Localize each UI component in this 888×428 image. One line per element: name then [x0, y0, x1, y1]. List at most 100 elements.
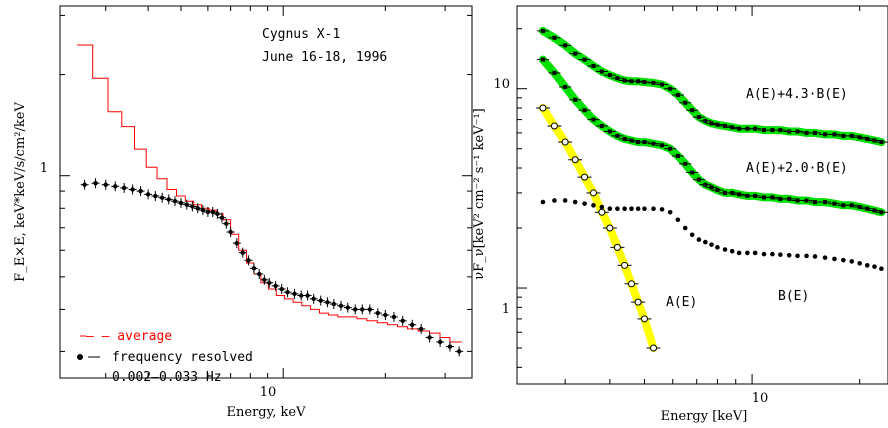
freq-point [103, 182, 108, 187]
freq-point [200, 207, 206, 213]
right-ytick-label-1: 1 [502, 302, 510, 317]
sum-point [599, 124, 604, 129]
freq-point [82, 182, 87, 187]
freq-point [190, 204, 195, 209]
B-point [715, 245, 720, 250]
B-point [722, 247, 728, 252]
sum-point [591, 117, 596, 122]
freq-point [345, 305, 350, 310]
left-ylabel: F_E×E, keV*keV/s/cm²/keV [13, 102, 28, 282]
sum-point [823, 200, 828, 205]
B-point [622, 206, 627, 212]
sum-point [865, 136, 870, 141]
sum-point [636, 79, 641, 84]
freq-point [437, 339, 443, 345]
freq-point [273, 283, 278, 289]
sum-point [675, 153, 680, 158]
B-point [659, 207, 665, 212]
right-xlabel: Energy [keV] [661, 409, 748, 424]
sum-point [872, 208, 877, 213]
freq-point [305, 293, 310, 298]
legend-freq-range: 0.002–0.033 Hz [112, 370, 222, 385]
sum-point [573, 97, 578, 102]
B-point [841, 257, 846, 263]
freq-point [246, 258, 251, 263]
sum-point [573, 51, 578, 56]
sum-point [841, 133, 846, 138]
B-point [879, 266, 884, 272]
freq-point [285, 290, 290, 295]
sum-point [813, 130, 818, 135]
B-point [709, 242, 714, 247]
B-point [812, 254, 818, 259]
sum-point [660, 82, 665, 87]
freq-point [224, 221, 229, 226]
A-point [550, 122, 558, 130]
sum-point [857, 204, 862, 209]
freq-point [400, 318, 405, 323]
sum-point [778, 128, 783, 133]
sum-point [778, 196, 783, 201]
sum-point [660, 143, 665, 148]
sum-point [730, 190, 735, 195]
sum-point [737, 126, 742, 131]
B-point [770, 251, 775, 257]
B-point [696, 237, 702, 242]
sum-point [703, 118, 708, 123]
B-point [540, 199, 546, 205]
label-A: A(E) [666, 295, 697, 310]
freq-point [130, 187, 135, 192]
A-point [581, 173, 589, 181]
B-point [667, 209, 673, 215]
sum-point [696, 115, 701, 120]
sum-point [745, 126, 750, 131]
sum-point [563, 84, 568, 89]
freq-point [234, 240, 239, 246]
B-point [689, 232, 695, 238]
sum-point [668, 146, 673, 151]
freq-point [338, 303, 344, 309]
B-point [615, 206, 620, 212]
A-point [571, 156, 579, 164]
freq-point [257, 271, 262, 277]
freq-point [153, 193, 158, 199]
legend-average-label: – – average [86, 329, 172, 344]
freq-point [367, 307, 373, 312]
sum-point [770, 195, 775, 200]
sum-point [723, 190, 728, 195]
freq-point [166, 197, 171, 202]
freq-point [172, 198, 178, 204]
freq-point [219, 215, 225, 220]
sum-point [690, 170, 695, 175]
A-point [589, 189, 597, 197]
B-point [849, 259, 855, 264]
B-point [786, 252, 792, 258]
sum-point [879, 140, 884, 145]
label-B: B(E) [778, 289, 809, 304]
B-point [642, 206, 647, 212]
A-point [598, 208, 606, 216]
sum-point [651, 80, 656, 85]
left-ytick-label: 1 [40, 161, 48, 176]
B-point [599, 204, 605, 210]
B-point [635, 206, 641, 212]
right-ylabel: νF_ν[keV² cm⁻² s⁻¹ keV⁻¹] [472, 108, 487, 280]
sum-point [642, 80, 647, 85]
B-point [572, 199, 578, 205]
freq-point [93, 181, 98, 186]
left-xlabel: Energy, keV [227, 405, 307, 420]
sum-point [642, 140, 647, 145]
sum-point [849, 133, 854, 138]
sum-point [540, 28, 545, 33]
freq-point [418, 326, 424, 332]
A-point [621, 261, 629, 269]
sum-point [804, 130, 809, 135]
A-point [606, 224, 614, 232]
sum-point [629, 138, 634, 143]
sum-point [709, 121, 714, 126]
A-point [613, 243, 621, 251]
freq-point [262, 277, 267, 283]
freq-point [360, 307, 365, 312]
freq-point [159, 195, 165, 200]
